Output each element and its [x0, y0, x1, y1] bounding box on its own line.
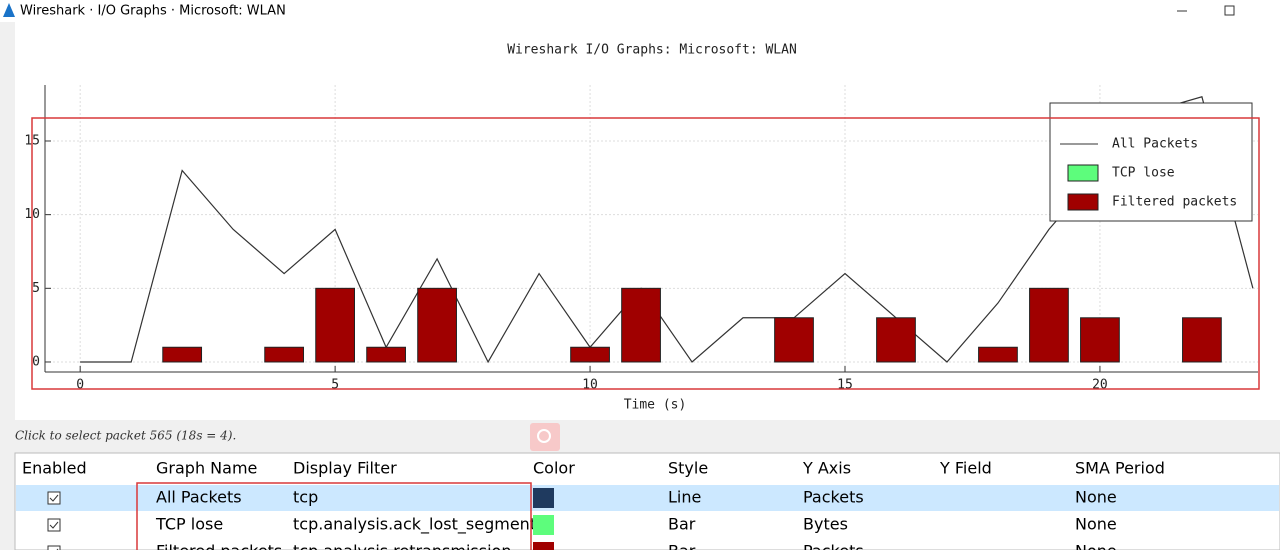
column-header: Display Filter: [293, 459, 397, 478]
bar: [366, 346, 406, 363]
bar: [570, 346, 610, 363]
cell: TCP lose: [155, 515, 223, 534]
x-tick-label: 15: [837, 378, 853, 393]
bar: [162, 346, 203, 363]
legend-swatch: [1067, 193, 1099, 211]
cell: Filtered packets: [156, 542, 282, 550]
column-header: Color: [533, 459, 575, 478]
row-selected: [16, 485, 1279, 511]
highlight-rows: [136, 482, 532, 550]
bar: [1029, 287, 1069, 363]
x-tick-label: 5: [331, 378, 339, 393]
chart-title: Wireshark I/O Graphs: Microsoft: WLAN: [507, 43, 797, 58]
zoom-icon: [537, 429, 551, 443]
color-swatch[interactable]: [533, 515, 554, 535]
bar: [978, 346, 1018, 363]
status-text: Click to select packet 565 (18s = 4).: [15, 429, 236, 443]
legend-label: Filtered packets: [1112, 195, 1237, 210]
highlight-chart: [31, 117, 1260, 390]
x-tick-label: 20: [1092, 378, 1108, 393]
bar: [1182, 317, 1222, 363]
bar: [876, 317, 916, 363]
checkbox[interactable]: [47, 545, 61, 550]
cell: None: [1075, 542, 1117, 550]
color-swatch[interactable]: [533, 542, 554, 550]
cell: Bar: [668, 542, 696, 550]
title-bar: [0, 0, 1280, 22]
color-swatch[interactable]: [533, 488, 554, 508]
cell: tcp.analysis.ack_lost_segment: [293, 515, 536, 535]
cell: Packets: [803, 488, 864, 507]
maximize[interactable]: [1224, 5, 1235, 16]
column-header: SMA Period: [1075, 459, 1165, 478]
x-axis-label: Time (s): [624, 398, 687, 413]
bar: [1080, 317, 1120, 363]
x-tick-label: 10: [582, 378, 598, 393]
legend-label: TCP lose: [1112, 166, 1175, 181]
cell: All Packets: [156, 488, 242, 507]
y-tick-label: 0: [32, 354, 40, 369]
legend-label: All Packets: [1112, 137, 1198, 152]
legend-swatch: [1067, 164, 1099, 182]
check-mark: [49, 521, 59, 529]
cell: Bar: [668, 515, 696, 534]
window-title: Wireshark · I/O Graphs · Microsoft: WLAN: [20, 4, 286, 19]
cell: None: [1075, 488, 1117, 507]
cell: tcp.analysis.retransmission: [293, 542, 511, 550]
bar: [774, 317, 814, 363]
table-body: Enabled Graph Name Display Filter Color Styl…: [16, 459, 1279, 550]
cell: Line: [668, 488, 701, 507]
cell: None: [1075, 515, 1117, 534]
column-header: Enabled: [22, 459, 87, 478]
cell: tcp: [293, 488, 318, 507]
zoom-button[interactable]: [530, 423, 560, 451]
bar: [264, 346, 305, 363]
bar: [315, 287, 355, 363]
cell: Bytes: [803, 515, 848, 534]
checkbox[interactable]: [47, 491, 61, 505]
column-header: Y Axis: [802, 459, 851, 478]
check-mark: [49, 494, 59, 502]
bar: [417, 287, 457, 363]
checkbox[interactable]: [47, 518, 61, 532]
bar: [621, 287, 661, 363]
x-tick-label: 0: [76, 378, 84, 393]
column-header: Graph Name: [156, 459, 257, 478]
app-icon: [3, 3, 15, 17]
y-tick-label: 5: [32, 281, 40, 296]
cell: Packets: [803, 542, 864, 550]
column-header: Style: [668, 459, 708, 478]
column-header: Y Field: [939, 459, 992, 478]
